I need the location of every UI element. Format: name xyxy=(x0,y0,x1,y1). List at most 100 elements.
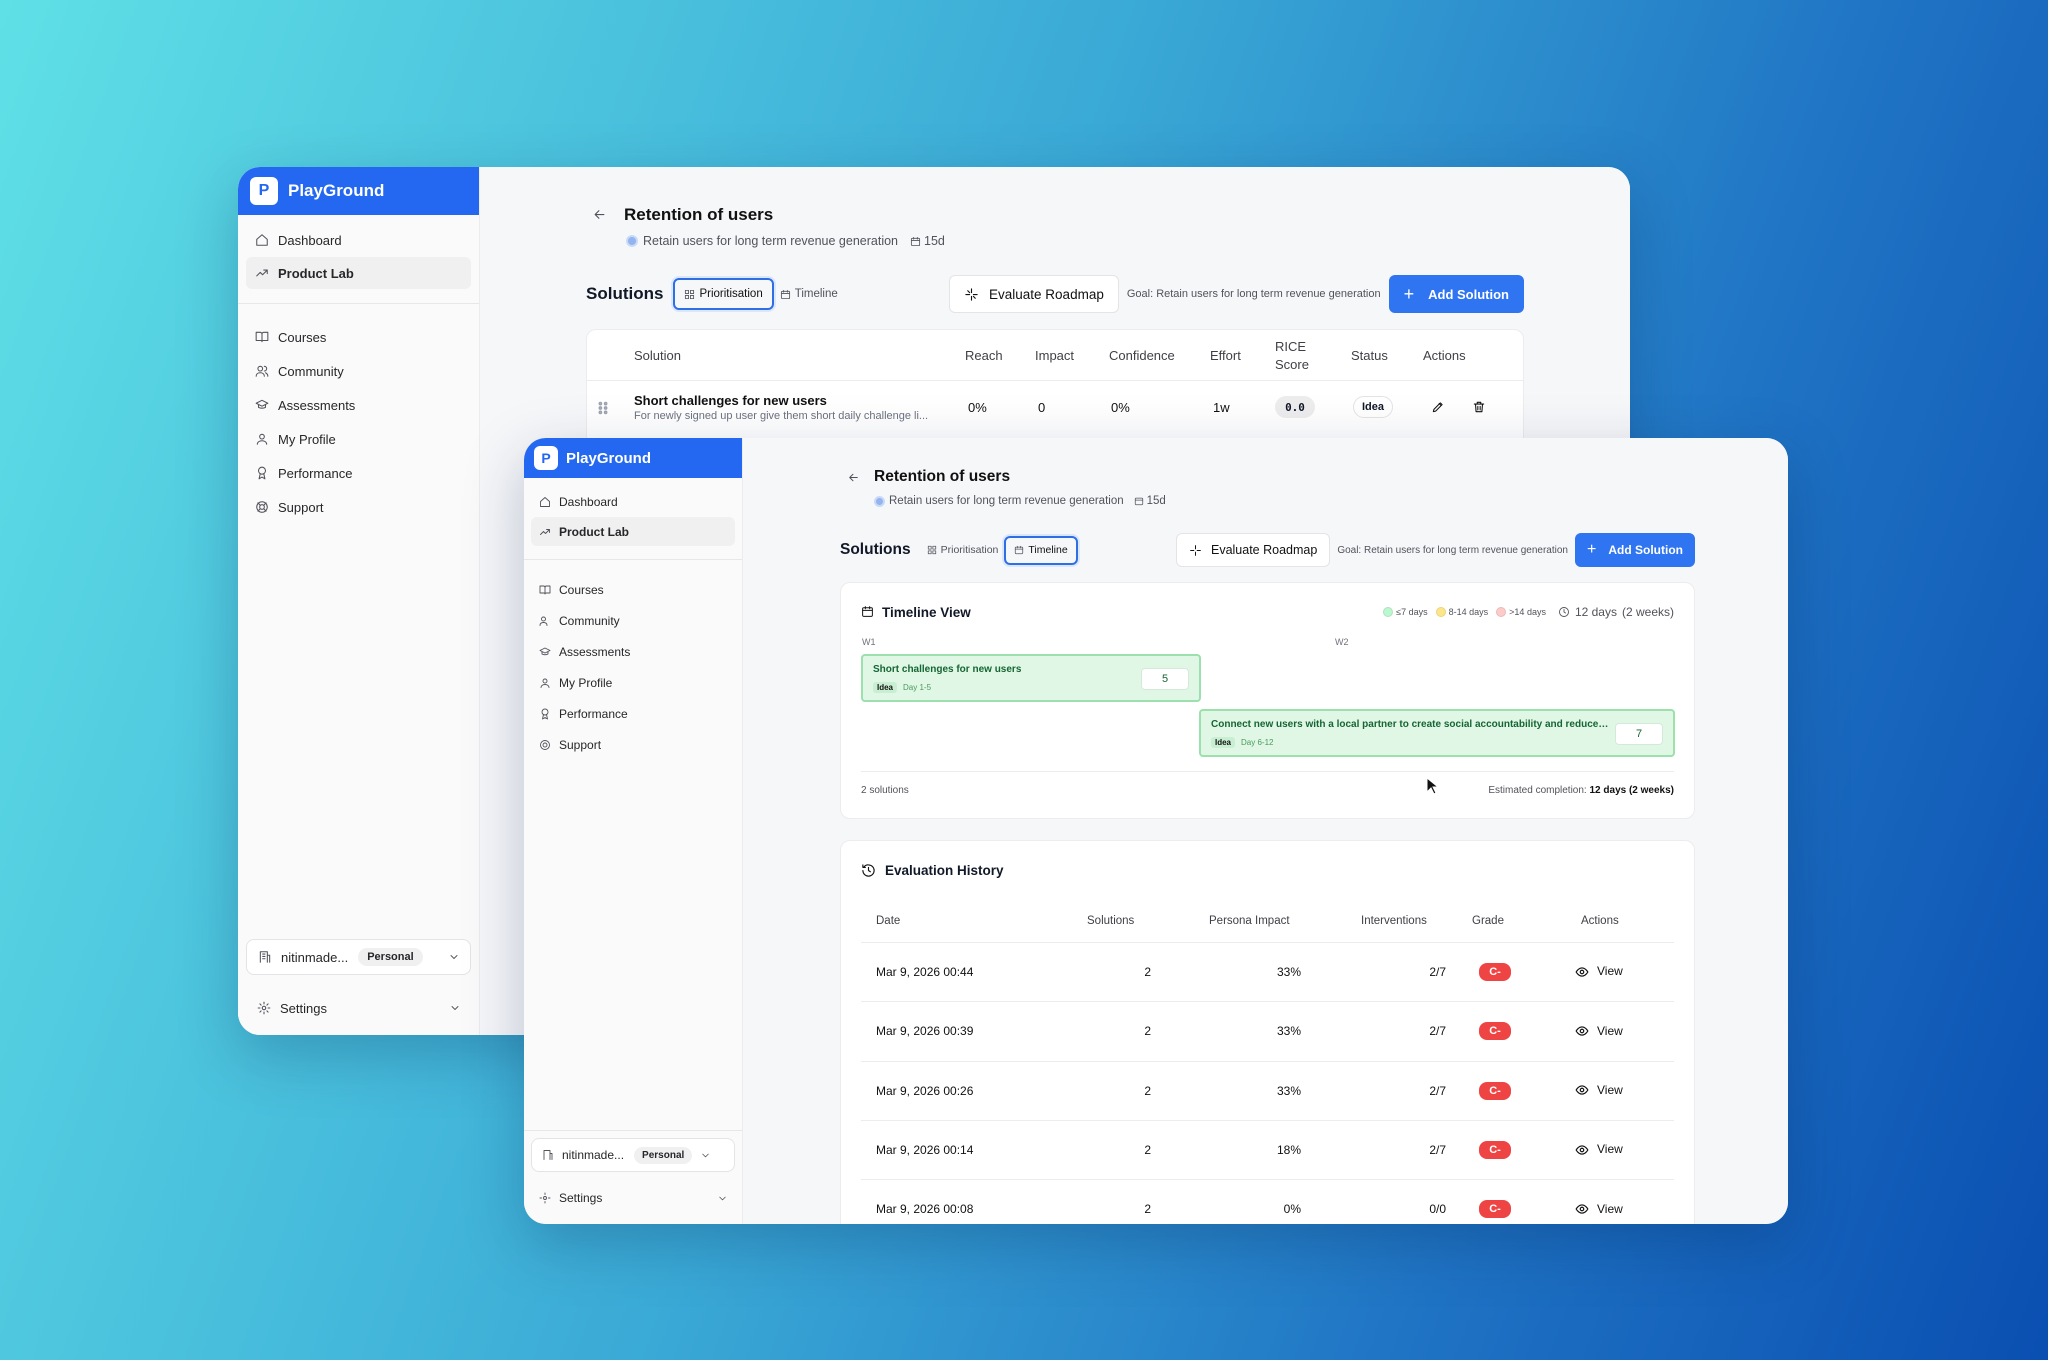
confidence-value: 0% xyxy=(1111,400,1130,415)
nav-primary: Dashboard Product Lab xyxy=(524,478,742,546)
award-icon xyxy=(254,466,270,480)
history-interventions: 2/7 xyxy=(1429,1142,1446,1157)
home-icon xyxy=(538,496,552,508)
account-switcher[interactable]: nitinmade... Personal xyxy=(531,1138,735,1172)
graduation-cap-icon xyxy=(254,398,270,412)
edit-icon[interactable] xyxy=(1431,400,1445,414)
estimated-completion-label: Estimated completion: xyxy=(1488,785,1587,796)
nav-dashboard[interactable]: Dashboard xyxy=(531,486,735,517)
nav-community[interactable]: Community xyxy=(531,605,735,636)
brand-header[interactable]: P PlayGround xyxy=(524,438,742,478)
nav-product-lab[interactable]: Product Lab xyxy=(246,257,471,289)
nav-support[interactable]: Support xyxy=(531,729,735,760)
evaluate-roadmap-label: Evaluate Roadmap xyxy=(989,286,1104,302)
history-interventions: 0/0 xyxy=(1429,1202,1446,1217)
col-score: Score xyxy=(1275,357,1309,372)
tab-prioritisation[interactable]: Prioritisation xyxy=(921,536,1005,565)
history-interventions: 2/7 xyxy=(1429,965,1446,979)
legend-short-label: ≤7 days xyxy=(1396,607,1428,617)
solution-desc: For newly signed up user give them short… xyxy=(634,410,929,422)
history-interventions: 2/7 xyxy=(1429,1083,1446,1098)
solutions-toolbar: Solutions Prioritisation Timeline Evalua… xyxy=(840,533,1695,567)
grid-icon xyxy=(684,289,695,300)
settings-menu[interactable]: Settings xyxy=(246,993,471,1023)
history-persona-impact: 33% xyxy=(1276,1024,1301,1039)
nav-courses[interactable]: Courses xyxy=(531,574,735,605)
timeline-bar[interactable]: Short challenges for new users Idea Day … xyxy=(861,654,1201,702)
nav-performance[interactable]: Performance xyxy=(531,698,735,729)
view-label: View xyxy=(1597,1083,1623,1097)
nav-my-profile-label: My Profile xyxy=(278,431,336,447)
view-label: View xyxy=(1597,1142,1623,1157)
evaluate-roadmap-button[interactable]: Evaluate Roadmap xyxy=(1175,533,1331,567)
tab-prioritisation[interactable]: Prioritisation xyxy=(673,278,774,310)
add-solution-label: Add Solution xyxy=(1428,286,1509,302)
back-arrow-icon[interactable] xyxy=(847,471,860,484)
evaluate-roadmap-button[interactable]: Evaluate Roadmap xyxy=(949,275,1119,313)
divider xyxy=(861,1001,1674,1003)
nav-support[interactable]: Support xyxy=(246,490,471,524)
view-button[interactable]: View xyxy=(1575,964,1623,979)
gear-icon xyxy=(538,1192,552,1204)
view-label: View xyxy=(1597,964,1623,979)
divider xyxy=(861,771,1674,772)
nav-performance[interactable]: Performance xyxy=(246,456,471,490)
total-weeks: (2 weeks) xyxy=(1621,605,1674,619)
nav-courses[interactable]: Courses xyxy=(246,320,471,354)
brand-header[interactable]: P PlayGround xyxy=(238,167,479,215)
account-name: nitinmade... xyxy=(562,1148,625,1162)
account-switcher[interactable]: nitinmade... Personal xyxy=(246,939,471,975)
timeline-bar-value[interactable]: 7 xyxy=(1615,723,1663,745)
view-button[interactable]: View xyxy=(1575,1142,1623,1157)
nav-secondary: Courses Community Assessments My Profile… xyxy=(524,574,742,760)
timeline-legend: ≤7 days 8-14 days >14 days 12 days (2 we… xyxy=(1383,605,1674,619)
col-rice: RICE xyxy=(1275,339,1307,354)
nav-community[interactable]: Community xyxy=(246,354,471,388)
tab-timeline[interactable]: Timeline xyxy=(1004,535,1078,565)
grade-badge: C- xyxy=(1479,963,1511,981)
solution-name[interactable]: Short challenges for new users xyxy=(634,393,827,408)
nav-assessments[interactable]: Assessments xyxy=(531,636,735,667)
nav-dashboard[interactable]: Dashboard xyxy=(246,223,471,257)
nav-assessments-label: Assessments xyxy=(278,397,356,413)
col-status: Status xyxy=(1351,348,1388,363)
impact-value: 0 xyxy=(1038,400,1046,415)
col-actions: Actions xyxy=(1581,915,1619,927)
page-subtitle: Retain users for long term revenue gener… xyxy=(874,495,1166,507)
book-icon xyxy=(254,330,270,344)
timeline-bar[interactable]: Connect new users with a local partner t… xyxy=(1199,709,1675,757)
view-button[interactable]: View xyxy=(1575,1023,1623,1038)
chevron-down-icon xyxy=(448,951,460,963)
nav-my-profile[interactable]: My Profile xyxy=(246,422,471,456)
nav-product-lab[interactable]: Product Lab xyxy=(531,517,735,546)
book-icon xyxy=(538,584,552,596)
lifebuoy-icon xyxy=(538,739,552,751)
view-button[interactable]: View xyxy=(1575,1201,1623,1216)
view-button[interactable]: View xyxy=(1575,1083,1623,1098)
trending-icon xyxy=(254,266,270,280)
nav-my-profile[interactable]: My Profile xyxy=(531,667,735,698)
tab-timeline[interactable]: Timeline xyxy=(774,278,844,310)
calendar-icon xyxy=(1134,496,1144,506)
history-solutions: 2 xyxy=(1144,1142,1151,1157)
timeline-bar-status: Idea xyxy=(873,682,898,693)
calendar-icon xyxy=(1014,545,1024,555)
estimated-completion-value: 12 days (2 weeks) xyxy=(1589,785,1675,796)
back-arrow-icon[interactable] xyxy=(592,207,607,222)
trash-icon[interactable] xyxy=(1472,400,1486,414)
goal-text: Retain users for long term revenue gener… xyxy=(889,495,1124,507)
drag-handle-icon[interactable] xyxy=(597,401,609,415)
page-title: Retention of users xyxy=(624,205,774,224)
nav-assessments[interactable]: Assessments xyxy=(246,388,471,422)
history-persona-impact: 18% xyxy=(1276,1142,1301,1157)
chevron-down-icon xyxy=(717,1193,728,1204)
add-solution-button[interactable]: + Add Solution xyxy=(1388,275,1524,313)
history-solutions: 2 xyxy=(1144,1202,1151,1217)
add-solution-button[interactable]: + Add Solution xyxy=(1575,533,1695,567)
col-solutions: Solutions xyxy=(1087,915,1135,927)
evaluate-roadmap-label: Evaluate Roadmap xyxy=(1210,543,1318,557)
settings-menu[interactable]: Settings xyxy=(531,1184,735,1212)
plus-icon: + xyxy=(1587,541,1597,558)
timeline-bar-value[interactable]: 5 xyxy=(1141,668,1189,690)
timeline-bar-days: Day 1-5 xyxy=(903,683,932,692)
